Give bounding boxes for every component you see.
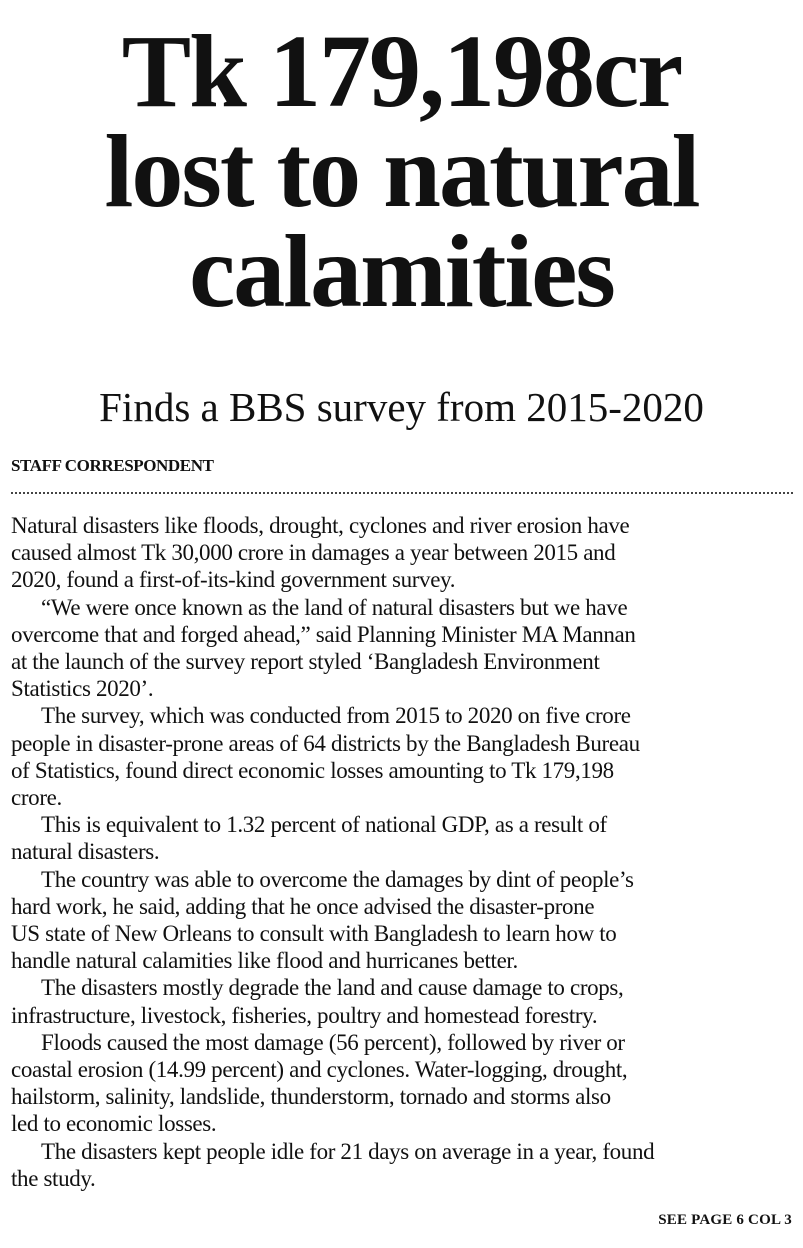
text-line: infrastructure, livestock, fisheries, po…	[11, 1002, 598, 1028]
text-line: at the launch of the survey report style…	[11, 649, 600, 675]
text-line: the study.	[11, 1165, 96, 1191]
text-line: This is equivalent to 1.32 percent of na…	[41, 812, 607, 838]
text-line: Floods caused the most damage (56 percen…	[41, 1029, 625, 1055]
byline: STAFF CORRESPONDENT	[11, 456, 214, 475]
text-line: people in disaster-prone areas of 64 dis…	[11, 730, 640, 756]
dotted-divider	[11, 492, 793, 494]
text-line: handle natural calamities like flood and…	[11, 948, 518, 974]
text-line: The country was able to overcome the dam…	[41, 866, 634, 892]
text-line: Natural disasters like floods, drought, …	[11, 513, 630, 538]
headline: Tk 179,198cr lost to natural calamities	[0, 14, 803, 329]
text-line: hailstorm, salinity, landslide, thunders…	[11, 1084, 611, 1110]
text-line: US state of New Orleans to consult with …	[11, 921, 617, 947]
text-line: “We were once known as the land of natur…	[41, 594, 628, 620]
article-body: Natural disasters like floods, drought, …	[11, 512, 796, 1192]
text-line: The disasters kept people idle for 21 da…	[41, 1138, 655, 1164]
paragraph: Floods caused the most damage (56 percen…	[11, 1029, 796, 1138]
text-line: crore.	[11, 785, 62, 811]
text-line: coastal erosion (14.99 percent) and cycl…	[11, 1057, 628, 1083]
text-line: natural disasters.	[11, 839, 160, 865]
text-line: caused almost Tk 30,000 crore in damages…	[11, 540, 616, 566]
paragraph: The disasters mostly degrade the land an…	[11, 974, 796, 1028]
headline-line: calamities	[189, 214, 616, 329]
headline-line: lost to natural	[104, 114, 701, 229]
text-line: hard work, he said, adding that he once …	[11, 893, 595, 919]
paragraph: Natural disasters like floods, drought, …	[11, 512, 796, 594]
paragraph: The country was able to overcome the dam…	[11, 866, 796, 975]
text-line: The disasters mostly degrade the land an…	[41, 975, 624, 1001]
continuation-note: SEE PAGE 6 COL 3	[658, 1212, 792, 1228]
headline-line: Tk 179,198cr	[121, 14, 684, 129]
text-line: overcome that and forged ahead,” said Pl…	[11, 621, 636, 647]
text-line: led to economic losses.	[11, 1111, 217, 1137]
text-line: Statistics 2020’.	[11, 676, 154, 702]
paragraph: The survey, which was conducted from 201…	[11, 702, 796, 811]
text-line: The survey, which was conducted from 201…	[41, 703, 631, 729]
paragraph: This is equivalent to 1.32 percent of na…	[11, 811, 796, 865]
text-line: of Statistics, found direct economic los…	[11, 757, 614, 783]
paragraph: “We were once known as the land of natur…	[11, 594, 796, 703]
subtitle: Finds a BBS survey from 2015-2020	[99, 384, 704, 430]
text-line: 2020, found a first-of-its-kind governme…	[11, 567, 456, 593]
paragraph: The disasters kept people idle for 21 da…	[11, 1138, 796, 1192]
